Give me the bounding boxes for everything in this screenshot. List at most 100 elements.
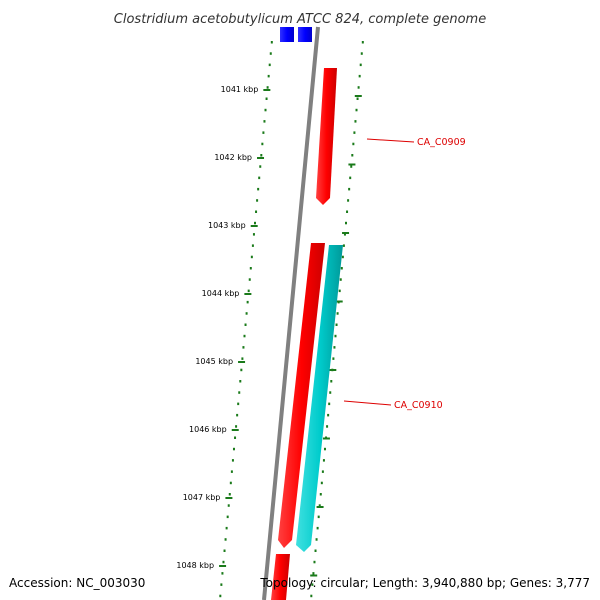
scale-dot [241, 357, 244, 360]
scale-dot [267, 74, 270, 78]
scale-dot [349, 176, 352, 180]
scale-dot [348, 187, 351, 191]
scale-dot [231, 459, 234, 462]
gene-ca-c0910[interactable] [296, 245, 343, 552]
scale-dot [238, 391, 241, 394]
scale-dot [240, 368, 243, 372]
scale-dot [227, 504, 230, 507]
scale-dot [253, 221, 256, 225]
scale-dot [321, 470, 324, 473]
scale-dot [220, 583, 223, 586]
scale-dot [328, 402, 331, 406]
scale-label: 1047 kbp [183, 493, 221, 502]
scale-dot [245, 312, 248, 315]
gene-blue[interactable] [280, 27, 312, 42]
scale-dot [351, 154, 354, 157]
scale-dot [313, 560, 316, 564]
gene-label-ca-c0910[interactable]: CA_C0910 [394, 400, 443, 411]
scale-dot [312, 572, 315, 575]
scale-dot [221, 572, 224, 575]
scale-dot [336, 312, 339, 315]
scale-dot [333, 346, 336, 349]
scale-dot [315, 538, 318, 541]
scale-dot [353, 131, 356, 134]
scale-dot [258, 176, 261, 180]
scale-dot [314, 549, 317, 552]
scale-dot [263, 120, 266, 123]
page-title: Clostridium acetobutylicum ATCC 824, com… [114, 12, 486, 27]
scale-label: 1048 kbp [176, 561, 214, 570]
scale-dot [339, 278, 342, 281]
scale-dot [332, 357, 335, 360]
scale-dot [361, 41, 364, 44]
scale-dot [237, 402, 240, 406]
scale-dot [264, 108, 267, 112]
scale-dot [236, 413, 239, 417]
scale-dot [326, 425, 329, 428]
scale-dot [340, 267, 343, 270]
scale-dot [265, 97, 268, 100]
accession-text: Accession: NC_003030 [9, 576, 145, 590]
scale-dot [330, 380, 333, 383]
scale-labels: 1041 kbp 1042 kbp 1043 kbp 1044 kbp 1045 kbp… [176, 85, 271, 570]
scale-dot [219, 594, 222, 598]
scale-dot [356, 97, 359, 100]
scale-dot [243, 334, 246, 338]
scale-dot [244, 323, 247, 326]
scale-dot [318, 504, 321, 507]
scale-dot [232, 447, 235, 451]
scale-dot [343, 233, 346, 236]
scale-dot [250, 255, 253, 259]
scale-dot [246, 300, 249, 304]
scale-dot [223, 549, 226, 552]
gene-red-bottom[interactable] [271, 554, 290, 600]
scale-label: 1045 kbp [195, 357, 233, 366]
scale-dot [235, 425, 238, 428]
scale-label: 1044 kbp [202, 289, 240, 298]
scale-dot [249, 267, 252, 270]
scale-dot [230, 470, 233, 473]
scale-dot [358, 74, 361, 78]
scale-dot [342, 244, 345, 247]
scale-dot [322, 459, 325, 462]
scale-dot [248, 278, 251, 281]
scale-dot [252, 233, 255, 236]
scale-label: 1042 kbp [214, 153, 252, 162]
scale-dot [354, 120, 357, 123]
gene-label-ca-c0909[interactable]: CA_C0909 [417, 137, 466, 148]
scale-dot [256, 199, 259, 202]
scale-dot [338, 289, 341, 293]
scale-dot [344, 221, 347, 225]
scale-dot [316, 526, 319, 530]
scale-dot [239, 380, 242, 383]
scale-dot [225, 526, 228, 530]
scale-dot [262, 131, 265, 134]
scale-dot [311, 583, 314, 586]
scale-dot [269, 52, 272, 55]
scale-dot [319, 493, 322, 496]
scale-dot [355, 108, 358, 112]
gene-ca-c0909[interactable] [316, 68, 337, 205]
scale-dots-inner [219, 41, 273, 598]
scale-dot [341, 255, 344, 259]
scale-dot [226, 515, 229, 519]
scale-dot [247, 289, 250, 293]
scale-dot [320, 481, 323, 485]
scale-dot [360, 52, 363, 55]
scale-dot [251, 244, 254, 247]
scale-dot [222, 560, 225, 564]
scale-dot [323, 447, 326, 451]
scale-label: 1043 kbp [208, 221, 246, 230]
scale-label: 1046 kbp [189, 425, 227, 434]
scale-dot [255, 210, 258, 213]
scale-label: 1041 kbp [221, 85, 259, 94]
scale-dot [224, 538, 227, 541]
scale-dot [266, 86, 269, 89]
scale-dot [270, 41, 273, 44]
scale-dot [261, 142, 264, 146]
scale-dot [259, 165, 262, 168]
scale-dot [268, 63, 271, 67]
genome-backbone [262, 26, 320, 600]
gene-red-long[interactable] [278, 243, 325, 548]
scale-dot [242, 346, 245, 349]
